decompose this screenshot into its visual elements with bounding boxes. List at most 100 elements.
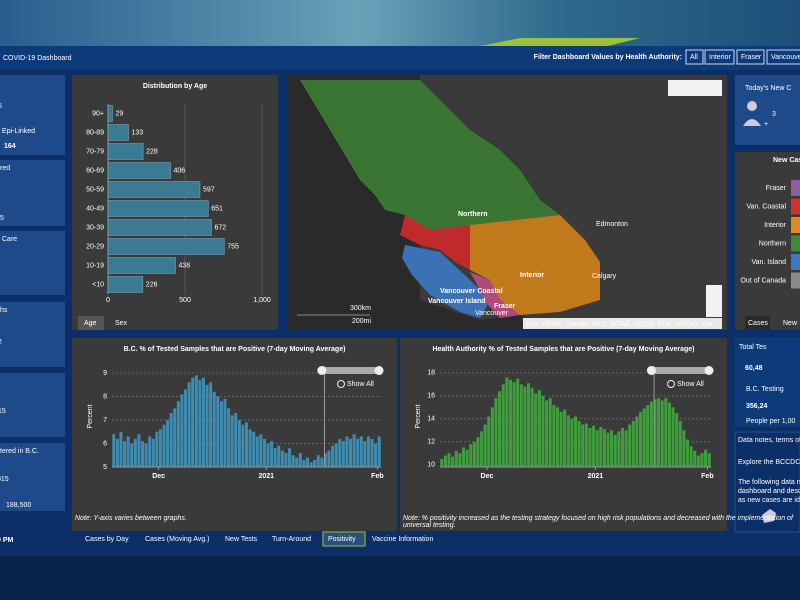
filter-button-label[interactable]: Vancouver (771, 54, 800, 61)
bar (700, 453, 704, 467)
bar (349, 438, 353, 467)
show-all-icon[interactable] (667, 380, 675, 388)
tab-active[interactable] (745, 316, 770, 330)
stat-value: 5 (0, 103, 2, 110)
bottom-tab[interactable]: Cases by Day (85, 536, 129, 543)
stat-value: 15 (0, 408, 6, 415)
filter-button-label[interactable]: Fraser (741, 54, 762, 61)
map-label: Edmonton (596, 221, 628, 228)
bar (107, 124, 129, 141)
filter-button[interactable] (766, 49, 800, 65)
bar (563, 409, 567, 467)
stat-value: 015 (0, 476, 9, 483)
slider-handle[interactable] (646, 366, 656, 375)
bar (675, 413, 679, 467)
card (0, 160, 65, 226)
zoom-control[interactable] (706, 285, 722, 317)
attribution: Esri, HERE, Garmin, FAO, NOAA, USGS, EPA… (526, 321, 718, 328)
slider-handle[interactable] (374, 366, 384, 375)
bar (498, 391, 502, 467)
show-all[interactable]: Show All (677, 381, 704, 388)
stat-label: People per 1,00 (746, 418, 796, 425)
bar (610, 430, 614, 467)
bottom-tab[interactable]: Cases (Moving Avg.) (145, 536, 209, 543)
bar (133, 438, 137, 467)
filter-button-label[interactable]: Interior (709, 54, 731, 61)
bottom-tab[interactable]: Vaccine Information (372, 536, 433, 543)
card (735, 75, 800, 145)
x-tick-label: Feb (701, 473, 713, 480)
bar (588, 427, 592, 467)
tab-active[interactable] (78, 316, 104, 330)
bar (259, 434, 263, 467)
legend-label: Van. Coastal (746, 203, 786, 210)
chart-title: B.C. % of Tested Samples that are Positi… (124, 346, 346, 353)
range-slider[interactable] (648, 367, 711, 374)
stat-label: Today's New C (745, 85, 791, 92)
bar (298, 452, 302, 467)
bar (107, 162, 171, 179)
bar (646, 405, 650, 467)
bar (280, 450, 284, 467)
range-slider[interactable] (319, 367, 381, 374)
bar (584, 423, 588, 467)
bar (649, 401, 653, 467)
filter-button[interactable] (685, 49, 704, 65)
bar (480, 431, 484, 467)
filter-label: Filter Dashboard Values by Health Author… (534, 54, 682, 61)
stat-value: 3 (772, 111, 776, 118)
filter-button-label[interactable]: All (690, 54, 698, 61)
bar (530, 387, 534, 467)
category-label: 70-79 (86, 148, 104, 155)
legend-label: Van. Island (751, 259, 786, 266)
map-tools[interactable] (668, 80, 722, 96)
stat-value: 2 (0, 339, 2, 346)
value-label: 597 (203, 186, 215, 193)
update-time: 0 PM (0, 537, 14, 544)
filter-button[interactable] (704, 49, 735, 65)
bar (262, 438, 266, 467)
value-label: 651 (211, 205, 223, 212)
bar (631, 421, 635, 467)
slider-handle[interactable] (317, 366, 327, 375)
bar (169, 412, 173, 467)
dashboard-title: COVID-19 Dashboard (3, 55, 72, 62)
bar (508, 379, 512, 467)
value-label: 226 (146, 281, 158, 288)
tab[interactable]: Sex (115, 320, 128, 327)
bar (519, 384, 523, 467)
show-all[interactable]: Show All (347, 381, 374, 388)
bottom-tab[interactable]: Positivity (328, 536, 356, 543)
stat-value: 5 (0, 215, 4, 222)
bar (148, 436, 152, 467)
province-logo (762, 509, 776, 523)
bar (664, 398, 668, 467)
x-tick-label: Dec (481, 473, 494, 480)
tab-active[interactable] (322, 531, 366, 547)
bottom-tab[interactable]: New Tests (225, 536, 258, 543)
tab[interactable]: Cases (748, 320, 768, 327)
bar (465, 449, 469, 467)
bar (107, 200, 209, 217)
stat-value: 356,24 (746, 403, 768, 410)
slider-handle[interactable] (704, 366, 714, 375)
tab[interactable]: New (783, 320, 798, 327)
region-interior (470, 215, 600, 315)
bar (505, 377, 509, 467)
y-axis-label: Percent (415, 404, 422, 428)
filter-button[interactable] (736, 49, 765, 65)
show-all-icon[interactable] (337, 380, 345, 388)
attribution-box (523, 318, 722, 329)
map-label: Vancouver Coastal (440, 288, 503, 295)
stat-label: tered in B.C. (0, 448, 39, 455)
bar (341, 441, 345, 467)
zoom-in[interactable]: + (712, 290, 716, 297)
tab[interactable]: Age (84, 320, 97, 327)
map-label: Interior (520, 272, 544, 279)
header-bar (0, 46, 800, 70)
icon-plus: + (764, 121, 768, 128)
zoom-out[interactable]: − (712, 306, 716, 313)
bottom-tab[interactable]: Turn-Around (272, 536, 311, 543)
